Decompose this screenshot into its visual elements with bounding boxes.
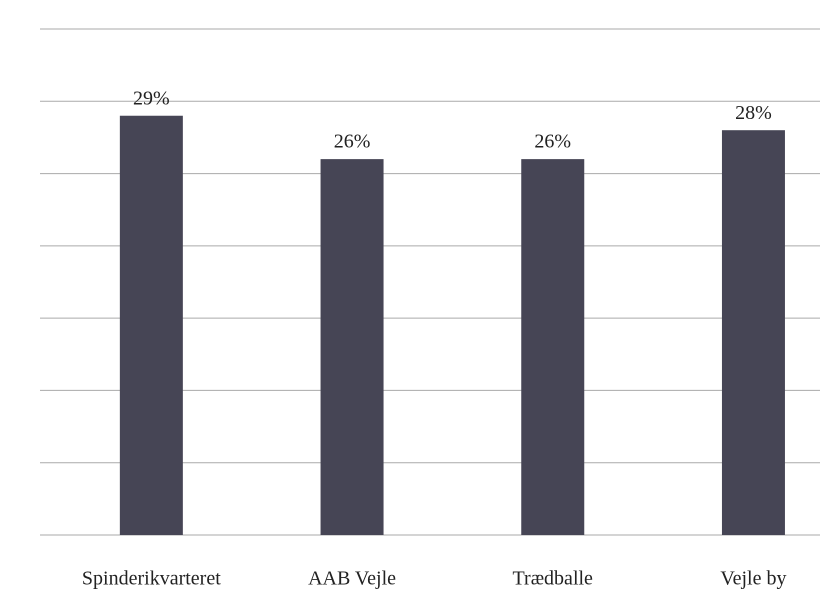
x-tick-label: Vejle by [720, 568, 786, 590]
data-label: 26% [534, 131, 571, 153]
bar [320, 159, 384, 535]
bar [119, 115, 183, 535]
bar [721, 130, 785, 535]
data-label: 29% [133, 87, 170, 109]
x-tick-label: Spinderikvarteret [82, 568, 221, 590]
x-tick-label: AAB Vejle [308, 568, 396, 590]
bar [521, 159, 585, 535]
x-tick-label: Trædballe [513, 568, 594, 590]
data-label: 28% [735, 102, 772, 124]
data-label: 26% [334, 131, 371, 153]
